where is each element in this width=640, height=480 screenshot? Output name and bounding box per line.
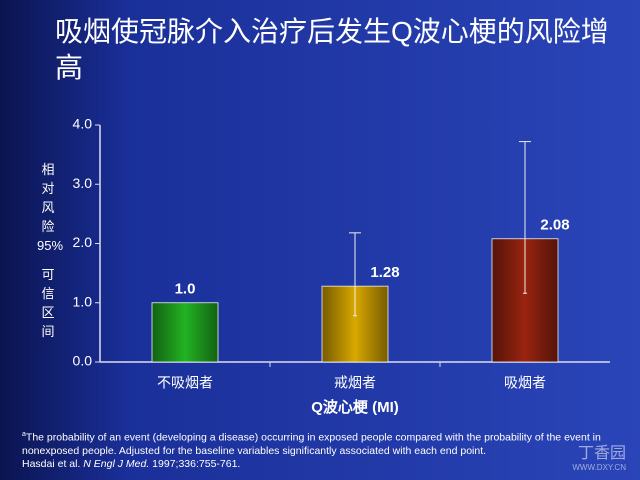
y-tick-label: 3.0: [73, 175, 93, 191]
value-label: 1.28: [370, 264, 399, 281]
footnote-marker: a: [22, 431, 26, 438]
footnote-text: The probability of an event (developing …: [22, 431, 601, 457]
x-tick-label: 不吸烟者: [157, 375, 213, 391]
citation-authors: Hasdai et al.: [22, 457, 81, 470]
y-axis-label: 95%: [36, 238, 64, 253]
y-tick-label: 0.0: [73, 353, 93, 369]
citation-journal: N Engl J Med.: [83, 457, 150, 470]
y-tick-label: 2.0: [73, 234, 93, 250]
value-label: 1.0: [175, 281, 196, 298]
y-axis-label: 相对风险: [41, 162, 55, 234]
y-axis-label: 可信区间: [41, 267, 55, 339]
watermark: 丁香园 WWW.DXY.CN: [572, 439, 626, 472]
y-tick-label: 4.0: [73, 116, 93, 132]
x-tick-label: 吸烟者: [504, 375, 546, 391]
watermark-url: WWW.DXY.CN: [572, 463, 626, 472]
chart-title: 吸烟使冠脉介入治疗后发生Q波心梗的风险增高: [55, 16, 609, 83]
value-label: 2.08: [540, 217, 569, 234]
y-tick-label: 1.0: [73, 293, 93, 309]
citation-details: 1997;336:755-761.: [152, 457, 241, 470]
x-tick-label: 戒烟者: [334, 375, 376, 391]
x-axis-label: Q波心梗 (MI): [311, 398, 399, 416]
watermark-logo: 丁香园: [577, 445, 626, 462]
footnote: aThe probability of an event (developing…: [22, 428, 622, 471]
bar: [151, 302, 219, 363]
